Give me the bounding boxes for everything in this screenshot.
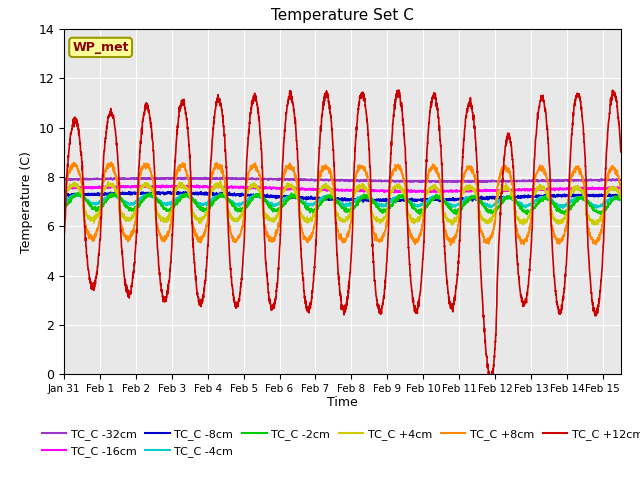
TC_C +4cm bbox=[298, 214, 306, 219]
TC_C -4cm bbox=[617, 197, 625, 203]
TC_C +8cm bbox=[447, 242, 454, 248]
Line: TC_C -2cm: TC_C -2cm bbox=[64, 192, 621, 215]
TC_C -8cm bbox=[124, 191, 131, 196]
Line: TC_C +4cm: TC_C +4cm bbox=[64, 181, 621, 225]
TC_C -16cm bbox=[60, 186, 68, 192]
TC_C -8cm bbox=[547, 192, 554, 198]
TC_C +12cm bbox=[298, 256, 305, 262]
TC_C -2cm bbox=[617, 197, 625, 203]
TC_C -16cm bbox=[606, 185, 614, 191]
TC_C +4cm bbox=[60, 206, 68, 212]
Title: Temperature Set C: Temperature Set C bbox=[271, 9, 414, 24]
TC_C -8cm bbox=[157, 190, 164, 196]
TC_C -8cm bbox=[274, 193, 282, 199]
TC_C -4cm bbox=[274, 202, 282, 207]
TC_C -4cm bbox=[559, 205, 566, 211]
TC_C -16cm bbox=[274, 185, 282, 191]
TC_C +12cm bbox=[488, 378, 495, 384]
TC_C -4cm bbox=[546, 197, 554, 203]
TC_C -32cm bbox=[617, 177, 625, 183]
TC_C +12cm bbox=[60, 229, 68, 235]
TC_C +12cm bbox=[617, 149, 625, 155]
TC_C -16cm bbox=[157, 183, 164, 189]
TC_C -32cm bbox=[157, 175, 164, 181]
Text: WP_met: WP_met bbox=[72, 41, 129, 54]
TC_C -16cm bbox=[390, 190, 398, 195]
TC_C -8cm bbox=[60, 193, 68, 199]
Line: TC_C +12cm: TC_C +12cm bbox=[64, 90, 621, 381]
TC_C -4cm bbox=[157, 198, 164, 204]
Line: TC_C -4cm: TC_C -4cm bbox=[64, 193, 621, 208]
TC_C -4cm bbox=[606, 196, 614, 202]
TC_C +8cm bbox=[157, 232, 164, 238]
TC_C +4cm bbox=[546, 203, 554, 208]
TC_C -4cm bbox=[60, 198, 68, 204]
TC_C +12cm bbox=[606, 102, 614, 108]
Line: TC_C +8cm: TC_C +8cm bbox=[64, 162, 621, 245]
TC_C -2cm bbox=[298, 199, 306, 204]
TC_C -2cm bbox=[274, 207, 282, 213]
TC_C -8cm bbox=[617, 192, 625, 198]
TC_C -32cm bbox=[298, 177, 306, 182]
TC_C -2cm bbox=[547, 197, 554, 203]
TC_C -2cm bbox=[524, 212, 531, 217]
TC_C -4cm bbox=[298, 198, 306, 204]
TC_C -2cm bbox=[60, 204, 68, 209]
TC_C -2cm bbox=[606, 201, 614, 206]
TC_C -4cm bbox=[124, 200, 132, 206]
TC_C +12cm bbox=[395, 87, 403, 93]
TC_C +12cm bbox=[124, 286, 131, 292]
TC_C -32cm bbox=[124, 176, 131, 181]
TC_C +12cm bbox=[547, 177, 554, 182]
TC_C -2cm bbox=[157, 202, 164, 208]
TC_C -16cm bbox=[124, 184, 131, 190]
TC_C -16cm bbox=[298, 187, 306, 192]
TC_C +4cm bbox=[606, 187, 614, 192]
TC_C -8cm bbox=[606, 192, 614, 198]
TC_C +12cm bbox=[274, 281, 282, 287]
TC_C +8cm bbox=[606, 168, 614, 174]
TC_C -32cm bbox=[606, 177, 614, 182]
TC_C +12cm bbox=[157, 281, 164, 287]
TC_C -8cm bbox=[150, 189, 158, 194]
Y-axis label: Temperature (C): Temperature (C) bbox=[20, 151, 33, 252]
TC_C +4cm bbox=[217, 178, 225, 184]
TC_C +8cm bbox=[298, 226, 306, 232]
TC_C +4cm bbox=[274, 211, 282, 216]
TC_C -16cm bbox=[617, 186, 625, 192]
TC_C +8cm bbox=[617, 190, 625, 195]
Line: TC_C -32cm: TC_C -32cm bbox=[64, 177, 621, 182]
Legend: TC_C -32cm, TC_C -16cm, TC_C -8cm, TC_C -4cm, TC_C -2cm, TC_C +4cm, TC_C +8cm, T: TC_C -32cm, TC_C -16cm, TC_C -8cm, TC_C … bbox=[37, 425, 640, 461]
TC_C -16cm bbox=[547, 186, 554, 192]
TC_C +4cm bbox=[124, 216, 131, 221]
TC_C -8cm bbox=[298, 194, 306, 200]
TC_C -4cm bbox=[108, 190, 116, 196]
Line: TC_C -8cm: TC_C -8cm bbox=[64, 192, 621, 202]
X-axis label: Time: Time bbox=[327, 396, 358, 408]
TC_C +4cm bbox=[617, 194, 625, 200]
Line: TC_C -16cm: TC_C -16cm bbox=[64, 185, 621, 192]
TC_C -32cm bbox=[436, 180, 444, 185]
TC_C -2cm bbox=[75, 190, 83, 195]
TC_C +8cm bbox=[547, 208, 554, 214]
TC_C -32cm bbox=[274, 177, 282, 183]
TC_C -8cm bbox=[371, 199, 379, 205]
TC_C -16cm bbox=[193, 182, 201, 188]
TC_C +8cm bbox=[124, 234, 132, 240]
TC_C +8cm bbox=[108, 159, 115, 165]
TC_C +8cm bbox=[274, 228, 282, 233]
TC_C -32cm bbox=[60, 176, 68, 182]
TC_C +8cm bbox=[60, 214, 68, 220]
TC_C -2cm bbox=[124, 204, 132, 209]
TC_C -32cm bbox=[547, 177, 554, 183]
TC_C +4cm bbox=[591, 222, 598, 228]
TC_C +4cm bbox=[157, 215, 164, 221]
TC_C -32cm bbox=[149, 174, 157, 180]
